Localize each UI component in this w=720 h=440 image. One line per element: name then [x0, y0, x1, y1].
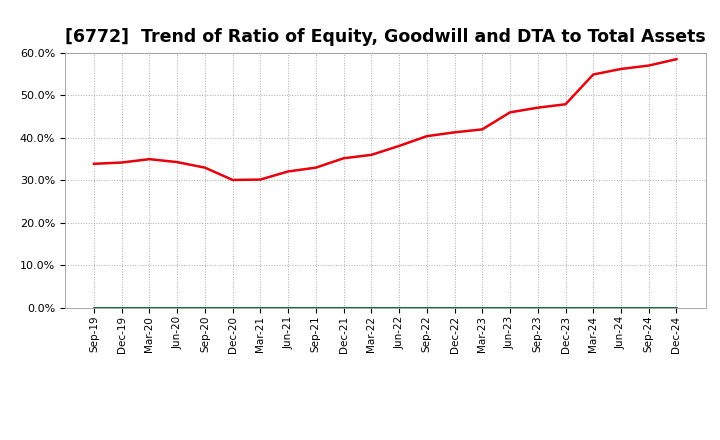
- Equity: [173, 159, 181, 165]
- Goodwill: [173, 305, 181, 311]
- Line: Equity: Equity: [94, 59, 677, 180]
- Goodwill: [201, 305, 210, 311]
- Goodwill: [616, 305, 625, 311]
- Deferred Tax Assets: [478, 305, 487, 311]
- Goodwill: [117, 305, 126, 311]
- Equity: [644, 63, 653, 68]
- Goodwill: [478, 305, 487, 311]
- Goodwill: [145, 305, 154, 311]
- Goodwill: [505, 305, 514, 311]
- Deferred Tax Assets: [644, 305, 653, 311]
- Deferred Tax Assets: [312, 305, 320, 311]
- Equity: [145, 157, 154, 162]
- Goodwill: [395, 305, 403, 311]
- Goodwill: [89, 305, 98, 311]
- Deferred Tax Assets: [616, 305, 625, 311]
- Goodwill: [228, 305, 237, 311]
- Deferred Tax Assets: [145, 305, 154, 311]
- Equity: [534, 105, 542, 110]
- Deferred Tax Assets: [672, 305, 681, 311]
- Deferred Tax Assets: [423, 305, 431, 311]
- Goodwill: [367, 305, 376, 311]
- Equity: [284, 169, 292, 174]
- Equity: [395, 143, 403, 149]
- Deferred Tax Assets: [256, 305, 265, 311]
- Goodwill: [450, 305, 459, 311]
- Deferred Tax Assets: [201, 305, 210, 311]
- Equity: [505, 110, 514, 115]
- Equity: [256, 177, 265, 182]
- Equity: [561, 102, 570, 107]
- Deferred Tax Assets: [117, 305, 126, 311]
- Deferred Tax Assets: [89, 305, 98, 311]
- Deferred Tax Assets: [450, 305, 459, 311]
- Deferred Tax Assets: [534, 305, 542, 311]
- Deferred Tax Assets: [228, 305, 237, 311]
- Title: [6772]  Trend of Ratio of Equity, Goodwill and DTA to Total Assets: [6772] Trend of Ratio of Equity, Goodwil…: [65, 28, 706, 46]
- Goodwill: [672, 305, 681, 311]
- Equity: [117, 160, 126, 165]
- Equity: [589, 72, 598, 77]
- Goodwill: [284, 305, 292, 311]
- Equity: [89, 161, 98, 166]
- Goodwill: [423, 305, 431, 311]
- Goodwill: [339, 305, 348, 311]
- Deferred Tax Assets: [561, 305, 570, 311]
- Equity: [616, 66, 625, 72]
- Deferred Tax Assets: [367, 305, 376, 311]
- Equity: [367, 152, 376, 158]
- Goodwill: [561, 305, 570, 311]
- Goodwill: [589, 305, 598, 311]
- Equity: [450, 130, 459, 135]
- Equity: [339, 156, 348, 161]
- Goodwill: [644, 305, 653, 311]
- Goodwill: [534, 305, 542, 311]
- Equity: [201, 165, 210, 170]
- Equity: [423, 133, 431, 139]
- Equity: [478, 127, 487, 132]
- Goodwill: [312, 305, 320, 311]
- Deferred Tax Assets: [395, 305, 403, 311]
- Goodwill: [256, 305, 265, 311]
- Deferred Tax Assets: [173, 305, 181, 311]
- Equity: [228, 177, 237, 183]
- Deferred Tax Assets: [284, 305, 292, 311]
- Deferred Tax Assets: [589, 305, 598, 311]
- Deferred Tax Assets: [505, 305, 514, 311]
- Equity: [672, 56, 681, 62]
- Deferred Tax Assets: [339, 305, 348, 311]
- Equity: [312, 165, 320, 170]
